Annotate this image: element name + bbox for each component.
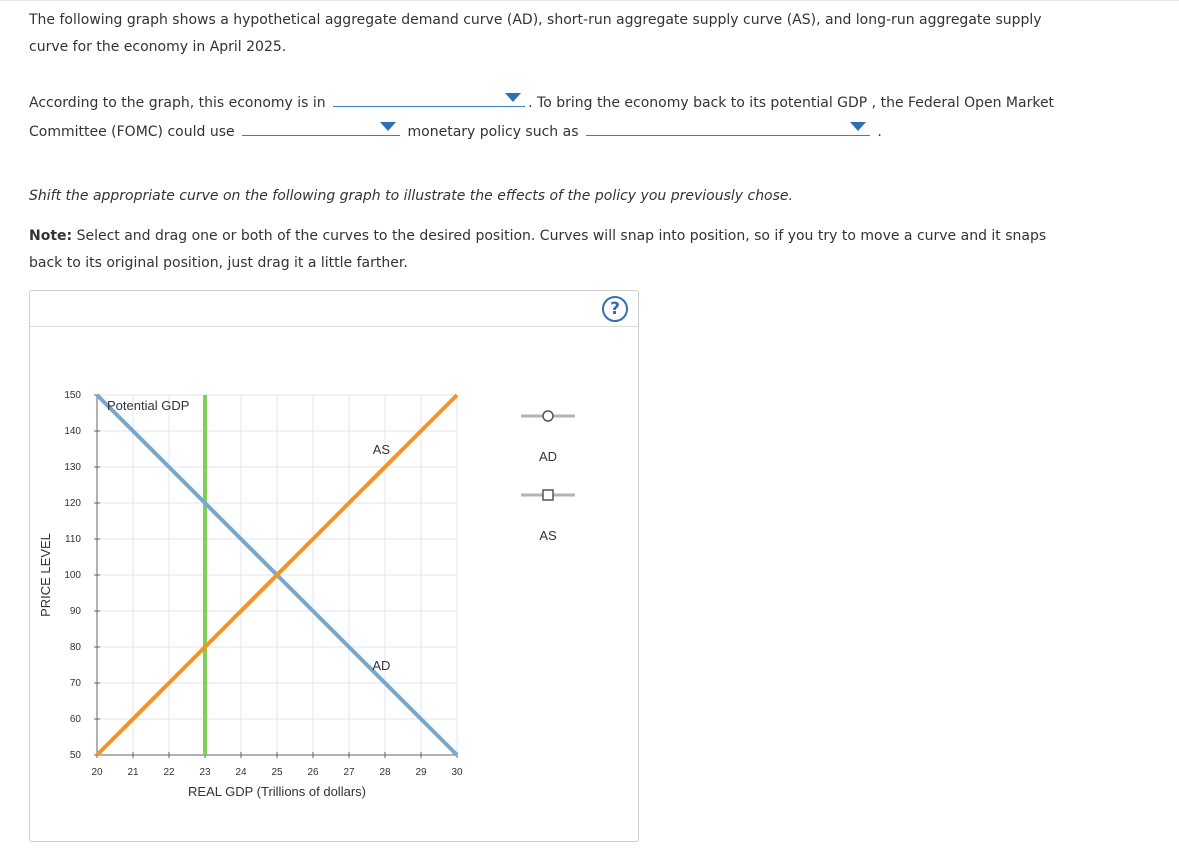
x-tick-label: 20 <box>91 767 103 778</box>
x-tick-label: 21 <box>127 767 139 778</box>
question-text-2: . To bring the economy back to its poten… <box>29 95 1055 140</box>
x-tick-label: 29 <box>415 767 427 778</box>
x-tick-label: 25 <box>271 767 283 778</box>
help-icon[interactable]: ? <box>602 296 628 322</box>
curves[interactable] <box>95 393 459 757</box>
y-tick-label: 120 <box>64 498 81 509</box>
axes: 50 60 70 80 90 100 110 120 130 140 150 20 21 22 23 24 25… <box>38 390 463 799</box>
x-tick-label: 24 <box>235 767 247 778</box>
top-divider <box>0 0 1179 1</box>
x-tick-label: 27 <box>343 767 355 778</box>
circle-marker-icon[interactable] <box>542 410 554 422</box>
x-tick-label: 26 <box>307 767 319 778</box>
square-marker-icon[interactable] <box>542 489 554 501</box>
dropdown-arrow-icon <box>380 122 397 131</box>
x-tick-label: 23 <box>199 767 211 778</box>
shift-instruction: Shift the appropriate curve on the follo… <box>29 183 1069 210</box>
y-tick-label: 90 <box>70 606 82 617</box>
dropdown-arrow-icon <box>849 122 866 131</box>
y-tick-label: 70 <box>70 678 82 689</box>
graph-canvas[interactable]: 50 60 70 80 90 100 110 120 130 140 150 20 21 22 23 24 25… <box>30 291 638 841</box>
legend-item-ad[interactable]: AD <box>521 410 575 464</box>
x-tick-label: 30 <box>451 767 463 778</box>
annotation-as: AS <box>373 442 391 457</box>
x-axis-title: REAL GDP (Trillions of dollars) <box>188 784 366 799</box>
x-tick-label: 28 <box>379 767 391 778</box>
graph-panel: ? 50 60 70 80 90 100 110 120 130 140 150 20 21 22 23 24… <box>29 290 639 842</box>
as-curve[interactable] <box>95 393 459 757</box>
legend-item-as[interactable]: AS <box>521 489 575 543</box>
annotation-ad: AD <box>372 658 390 673</box>
graph-panel-header: ? <box>30 291 638 327</box>
intro-paragraph: The following graph shows a hypothetical… <box>29 7 1069 61</box>
x-tick-label: 22 <box>163 767 175 778</box>
y-tick-label: 140 <box>64 426 81 437</box>
y-tick-label: 130 <box>64 462 81 473</box>
economy-state-dropdown[interactable] <box>333 88 526 107</box>
dropdown-arrow-icon <box>505 93 522 102</box>
legend-label: AS <box>539 528 557 543</box>
y-tick-label: 100 <box>64 570 81 581</box>
question-paragraph: According to the graph, this economy is … <box>29 88 1069 146</box>
y-tick-label: 150 <box>64 390 81 401</box>
note-label: Note: <box>29 228 73 244</box>
y-tick-label: 80 <box>70 642 82 653</box>
curve-labels: Potential GDP AS AD <box>107 398 390 673</box>
annotation-potential-gdp: Potential GDP <box>107 398 189 413</box>
note-text: Select and drag one or both of the curve… <box>29 228 1047 271</box>
question-text-1: According to the graph, this economy is … <box>29 95 326 111</box>
shift-instruction-text: Shift the appropriate curve on the follo… <box>29 188 793 204</box>
y-tick-label: 110 <box>65 534 81 545</box>
y-tick-label: 60 <box>70 714 82 725</box>
question-text-3: monetary policy such as <box>407 124 579 140</box>
policy-action-dropdown[interactable] <box>585 117 870 136</box>
question-text-4: . <box>877 124 882 140</box>
policy-type-dropdown[interactable] <box>242 117 401 136</box>
intro-text: The following graph shows a hypothetical… <box>29 12 1042 55</box>
legend-label: AD <box>539 449 557 464</box>
legend[interactable]: AD AS <box>521 410 575 543</box>
note-paragraph: Note: Select and drag one or both of the… <box>29 223 1069 277</box>
y-tick-label: 50 <box>70 750 82 761</box>
y-axis-title: PRICE LEVEL <box>38 533 53 617</box>
